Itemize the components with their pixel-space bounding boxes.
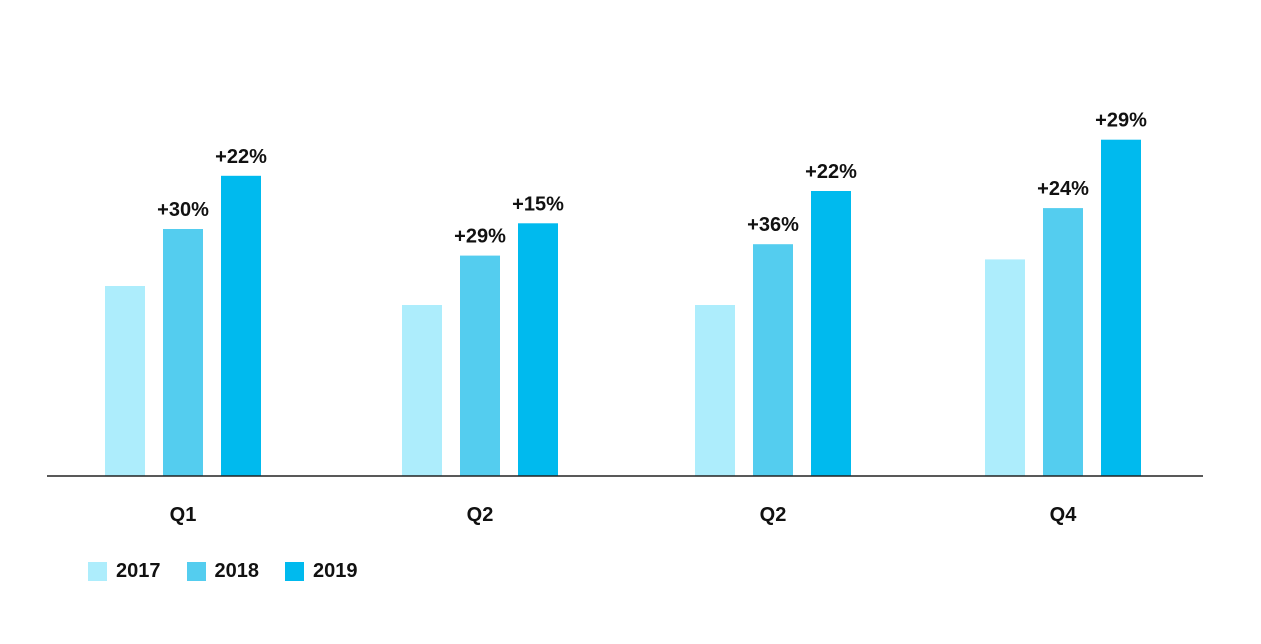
legend-label-2019: 2019 bbox=[313, 560, 358, 582]
bar-value-label: +30% bbox=[157, 199, 209, 221]
legend-item-2019: 2019 bbox=[285, 560, 358, 583]
category-label: Q1 bbox=[170, 504, 197, 526]
bar-value-labels: +30% +22% +29% +15% +36% +22% +24% +29% bbox=[157, 110, 1147, 248]
category-label: Q2 bbox=[760, 504, 787, 526]
legend-item-2018: 2018 bbox=[186, 560, 260, 583]
bar-value-label: +29% bbox=[1095, 110, 1147, 132]
bar-value-label: +24% bbox=[1037, 178, 1089, 200]
bar-value-label: +22% bbox=[805, 161, 857, 183]
legend-label-2018: 2018 bbox=[214, 560, 260, 582]
bar-2018-q2-2 bbox=[753, 244, 793, 476]
bar-2018-q4-3 bbox=[1043, 208, 1083, 476]
legend-item-2017: 2017 bbox=[88, 560, 161, 583]
bar-2019-q2-2 bbox=[811, 191, 851, 476]
category-label: Q4 bbox=[1050, 504, 1078, 526]
bar-value-label: +36% bbox=[747, 214, 799, 236]
bar-2019-q1-0 bbox=[221, 175, 261, 477]
bar-2019-q4-3 bbox=[1101, 139, 1141, 476]
legend-swatch-2018 bbox=[186, 562, 206, 581]
bar-value-label: +15% bbox=[512, 193, 564, 215]
bar-value-label: +29% bbox=[454, 226, 506, 248]
category-labels: Q1 Q2 Q2 Q4 bbox=[170, 504, 1078, 526]
bar-2017-q4-3 bbox=[985, 259, 1025, 476]
legend-label-2017: 2017 bbox=[116, 560, 161, 582]
bar-2017-q2-1 bbox=[402, 305, 442, 476]
bar-2017-q2-2 bbox=[695, 305, 735, 476]
bar-2017-q1-0 bbox=[105, 286, 145, 476]
legend-swatch-2019 bbox=[285, 562, 304, 581]
bars-layer bbox=[105, 139, 1141, 477]
bar-2018-q1-0 bbox=[163, 229, 203, 476]
bar-value-label: +22% bbox=[215, 146, 267, 168]
bar-2018-q2-1 bbox=[460, 255, 500, 476]
legend: 2017 2018 2019 bbox=[88, 560, 358, 583]
bar-2019-q2-1 bbox=[518, 223, 558, 476]
legend-swatch-2017 bbox=[88, 562, 107, 581]
category-label: Q2 bbox=[467, 504, 494, 526]
